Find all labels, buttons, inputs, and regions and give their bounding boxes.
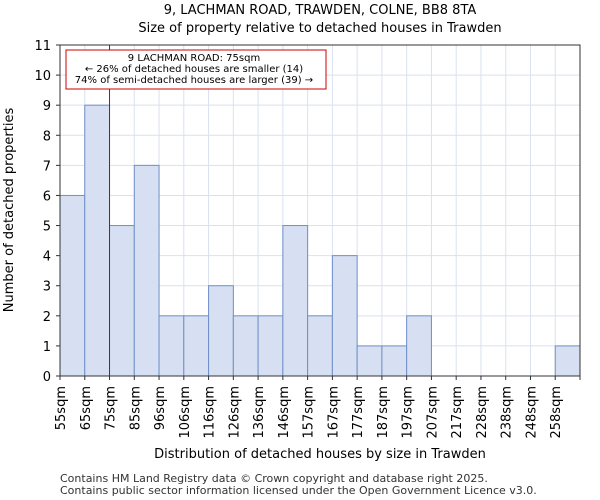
y-tick-label: 8 bbox=[43, 129, 51, 144]
chart-title: 9, LACHMAN ROAD, TRAWDEN, COLNE, BB8 8TA bbox=[164, 3, 477, 18]
x-tick-label: 207sqm bbox=[425, 386, 440, 439]
bar-167sqm bbox=[331, 255, 358, 377]
x-tick-label: 248sqm bbox=[524, 386, 539, 439]
y-tick-label: 0 bbox=[43, 370, 51, 385]
x-axis-label: Distribution of detached houses by size … bbox=[154, 447, 486, 462]
annotation-box: 9 LACHMAN ROAD: 75sqm ← 26% of detached … bbox=[65, 49, 327, 90]
bar-146sqm bbox=[282, 225, 309, 377]
plot-frame bbox=[59, 44, 581, 377]
footer-line-2: Contains public sector information licen… bbox=[60, 484, 537, 497]
x-tick-label: 217sqm bbox=[450, 386, 465, 439]
x-tick-label: 75sqm bbox=[104, 386, 119, 430]
x-tick-label: 55sqm bbox=[54, 386, 69, 430]
y-tick-label: 6 bbox=[43, 189, 51, 204]
x-tick-label: 228sqm bbox=[475, 386, 490, 439]
bar-126sqm bbox=[232, 315, 259, 377]
bar-85sqm bbox=[133, 164, 160, 377]
y-tick-label: 11 bbox=[34, 39, 51, 54]
annotation-line-1: 9 LACHMAN ROAD: 75sqm bbox=[128, 53, 260, 64]
x-tick-label: 258sqm bbox=[549, 386, 564, 439]
y-tick-label: 1 bbox=[43, 340, 51, 355]
y-tick-label: 3 bbox=[43, 280, 51, 295]
y-axis-ticks: 0 1 2 3 4 5 6 7 8 9 10 11 bbox=[34, 39, 60, 385]
footer-line-1: Contains HM Land Registry data © Crown c… bbox=[60, 472, 488, 485]
chart-subtitle: Size of property relative to detached ho… bbox=[138, 21, 501, 36]
bar-157sqm bbox=[307, 315, 333, 377]
x-tick-label: 238sqm bbox=[500, 386, 515, 439]
x-tick-label: 85sqm bbox=[128, 386, 143, 430]
x-tick-label: 136sqm bbox=[252, 386, 267, 439]
annotation-line-2: ← 26% of detached houses are smaller (14… bbox=[85, 64, 303, 75]
bar-187sqm bbox=[381, 345, 408, 377]
x-tick-label: 167sqm bbox=[326, 386, 341, 439]
x-tick-label: 65sqm bbox=[79, 386, 94, 430]
x-tick-label: 187sqm bbox=[376, 386, 391, 439]
bar-258sqm bbox=[554, 345, 581, 377]
annotation-line-3: 74% of semi-detached houses are larger (… bbox=[75, 75, 313, 86]
bar-96sqm bbox=[158, 315, 185, 377]
bars bbox=[59, 104, 581, 377]
bar-75sqm bbox=[109, 225, 135, 377]
bar-116sqm bbox=[208, 285, 234, 377]
x-tick-label: 146sqm bbox=[277, 386, 292, 439]
y-tick-label: 4 bbox=[43, 250, 51, 265]
y-tick-label: 9 bbox=[43, 99, 51, 114]
y-tick-label: 5 bbox=[43, 220, 51, 235]
x-tick-label: 157sqm bbox=[302, 386, 317, 439]
x-tick-label: 126sqm bbox=[227, 386, 242, 439]
x-tick-label: 96sqm bbox=[153, 386, 168, 430]
y-tick-label: 7 bbox=[43, 159, 51, 174]
bar-55sqm bbox=[59, 194, 86, 377]
y-tick-label: 2 bbox=[43, 310, 51, 325]
x-axis-ticks: 55sqm 65sqm 75sqm 85sqm 96sqm 106sqm 116sqm 126… bbox=[54, 376, 581, 439]
bar-65sqm bbox=[84, 104, 111, 377]
annotation-frame bbox=[65, 49, 327, 90]
bar-106sqm bbox=[183, 315, 210, 377]
x-tick-label: 116sqm bbox=[203, 386, 218, 439]
y-tick-label: 10 bbox=[34, 69, 51, 84]
y-axis-label: Number of detached properties bbox=[2, 108, 17, 313]
x-tick-label: 197sqm bbox=[401, 386, 416, 439]
bar-197sqm bbox=[406, 315, 432, 377]
bar-136sqm bbox=[257, 315, 284, 377]
x-tick-label: 106sqm bbox=[178, 386, 193, 439]
bar-177sqm bbox=[356, 345, 383, 377]
x-tick-label: 177sqm bbox=[351, 386, 366, 439]
